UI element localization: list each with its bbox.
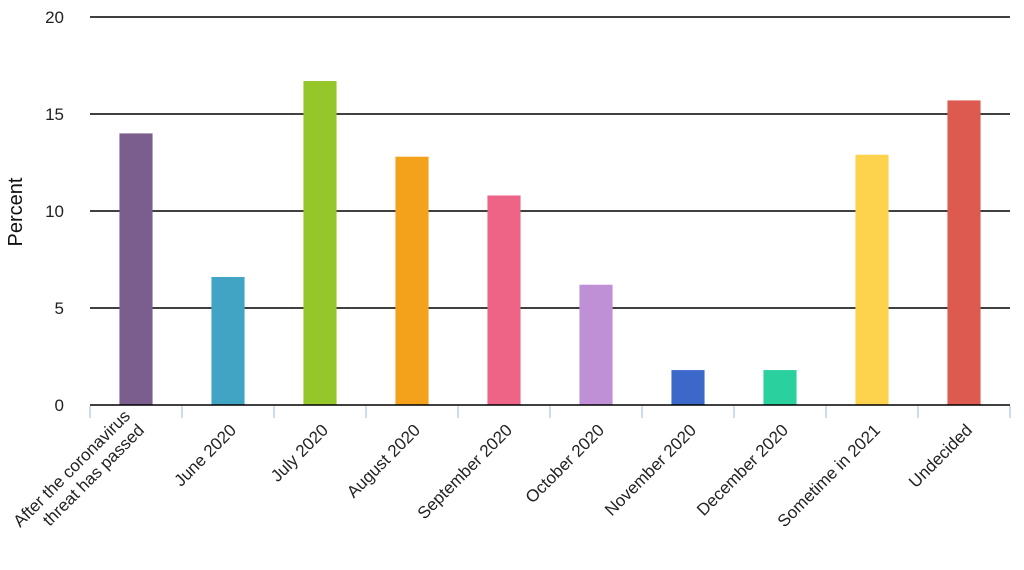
bar (119, 133, 153, 405)
x-tick-label-line: October 2020 (522, 421, 608, 507)
bar (763, 370, 797, 405)
x-tick-label: June 2020 (170, 421, 240, 491)
x-tick-label-line: September 2020 (414, 421, 516, 523)
bar (211, 276, 245, 405)
x-tick-label-line: Undecided (905, 421, 976, 492)
bar (671, 370, 705, 405)
x-tick-label: After the coronavirusthreat has passed (10, 406, 148, 544)
bar (579, 284, 613, 405)
x-tick-label: July 2020 (267, 421, 332, 486)
x-tick-label-line: After the coronavirus (10, 406, 134, 530)
x-tick-label-line: December 2020 (693, 421, 792, 520)
x-tick-label-line: July 2020 (267, 421, 332, 486)
y-tick-label: 20 (45, 8, 64, 27)
bar (947, 100, 981, 406)
x-tick-label: October 2020 (522, 421, 608, 507)
x-tick-label-line: Sometime in 2021 (774, 421, 884, 531)
y-tick-label: 10 (45, 202, 64, 221)
x-tick-label-line: June 2020 (170, 421, 240, 491)
x-axis (89, 404, 1011, 418)
x-tick-label: December 2020 (693, 421, 792, 520)
bar (855, 154, 889, 405)
y-tick-label: 15 (45, 105, 64, 124)
x-tick-label: August 2020 (343, 421, 424, 502)
x-tick-label: November 2020 (601, 421, 700, 520)
y-axis-label: Percent (5, 177, 27, 246)
x-tick-label: Sometime in 2021 (774, 421, 884, 531)
bar (487, 195, 521, 405)
x-tick-label: September 2020 (414, 421, 516, 523)
x-tick-label-line: August 2020 (343, 421, 424, 502)
x-tick-labels: After the coronavirusthreat has passed Ju… (10, 406, 976, 544)
bar (395, 156, 429, 405)
y-tick-label: 0 (55, 396, 64, 415)
y-tick-label: 5 (55, 299, 64, 318)
y-tick-labels: 0 5 10 15 20 (45, 8, 64, 415)
bar (303, 81, 337, 406)
x-tick-label-line: November 2020 (601, 421, 700, 520)
bars (119, 81, 981, 406)
x-tick-label: Undecided (905, 421, 976, 492)
